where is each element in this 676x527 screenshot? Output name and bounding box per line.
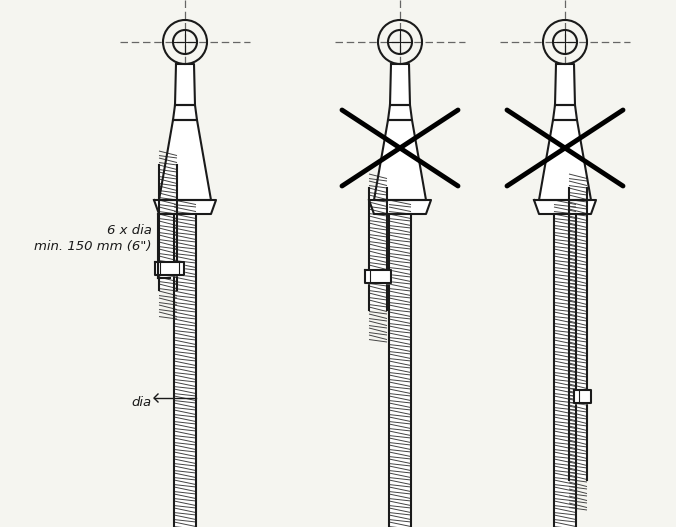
- Polygon shape: [574, 390, 591, 403]
- FancyBboxPatch shape: [389, 214, 411, 527]
- FancyBboxPatch shape: [369, 188, 387, 310]
- Polygon shape: [374, 120, 426, 200]
- Bar: [554, 214, 576, 527]
- Polygon shape: [390, 64, 410, 105]
- Polygon shape: [555, 64, 575, 105]
- Bar: [389, 214, 411, 527]
- Polygon shape: [388, 105, 412, 120]
- Polygon shape: [534, 200, 596, 214]
- Polygon shape: [539, 120, 591, 200]
- Text: min. 150 mm (6"): min. 150 mm (6"): [34, 240, 152, 253]
- Polygon shape: [155, 262, 184, 275]
- Polygon shape: [173, 105, 197, 120]
- Polygon shape: [553, 105, 577, 120]
- Text: dia: dia: [132, 396, 152, 409]
- Polygon shape: [175, 64, 195, 105]
- FancyBboxPatch shape: [174, 214, 196, 527]
- Polygon shape: [159, 120, 211, 200]
- FancyBboxPatch shape: [554, 214, 576, 527]
- Polygon shape: [369, 200, 431, 214]
- Polygon shape: [365, 270, 391, 283]
- Text: 6 x dia: 6 x dia: [107, 224, 152, 237]
- Bar: [174, 214, 196, 527]
- Polygon shape: [154, 200, 216, 214]
- FancyBboxPatch shape: [159, 165, 177, 290]
- FancyBboxPatch shape: [569, 188, 587, 480]
